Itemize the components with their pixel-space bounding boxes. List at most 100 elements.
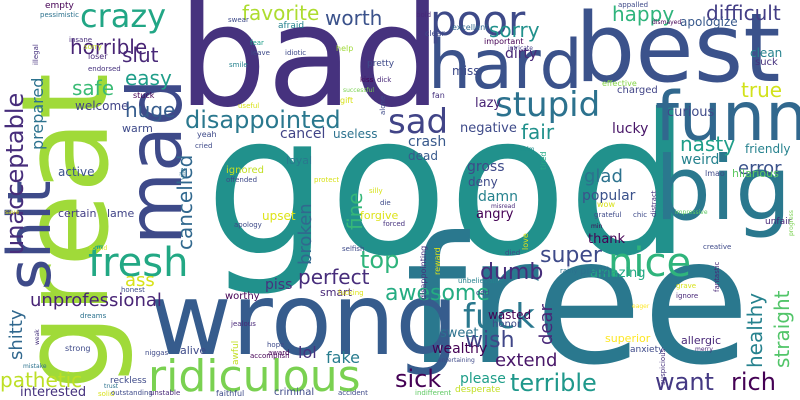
word-good: good [205, 72, 692, 299]
word-useful: useful [238, 102, 260, 110]
word-lucky: lucky [612, 121, 649, 137]
word-honor: honor [492, 319, 522, 330]
word-offended: offended [226, 176, 258, 184]
word-broken: broken [295, 203, 316, 265]
word-grateful: grateful [594, 211, 622, 219]
word-awful: awful [231, 340, 241, 365]
word-lazy: lazy [475, 96, 502, 111]
word-cried: cried [195, 142, 213, 150]
word-slut: slut [122, 43, 159, 67]
word-trust: trust [104, 383, 119, 390]
word-lol: lol [298, 343, 317, 362]
word-successful: successful [343, 87, 375, 94]
word-yeah: yeah [197, 130, 217, 139]
word-wow: wow [597, 200, 615, 209]
word-fuck: fuck [463, 297, 535, 337]
word-prepared: prepared [28, 77, 47, 150]
word-alive: alive [180, 344, 207, 357]
word-apology: apology [234, 221, 262, 229]
word-ignored: ignored [226, 165, 264, 176]
word-stupid: stupid [495, 85, 601, 125]
word-dumb: dumb [480, 260, 544, 285]
word-pretty: pretty [367, 59, 395, 69]
word-apologize: apologize [680, 15, 738, 29]
word-straight: straight [770, 290, 794, 368]
word-piss: piss [265, 277, 293, 293]
word-reward: reward [433, 247, 442, 275]
word-eager: eager [632, 303, 650, 310]
word-ridiculous: ridiculous [148, 351, 361, 400]
word-pathetic: pathetic [0, 368, 83, 392]
word-outstanding: outstanding [111, 389, 153, 397]
word-huge: huge [125, 98, 176, 122]
word-fresh: fresh [88, 240, 189, 286]
word-proud: proud [580, 266, 610, 277]
word-ignore: ignore [676, 292, 699, 300]
word-fear: fear [250, 39, 264, 47]
word-crazy: crazy [80, 0, 167, 35]
word-hilarious: hilarious [732, 167, 779, 180]
word-smile: smile [229, 61, 248, 69]
word-happy: happy [612, 2, 675, 26]
word-silly: silly [369, 187, 383, 195]
word-hope: hope [267, 341, 285, 349]
word-worthy: worthy [225, 291, 260, 302]
word-accomplish: accomplish [250, 352, 290, 360]
word-clear: clear [425, 29, 445, 38]
word-funny: funny [655, 78, 800, 157]
word-fake: fake [326, 348, 360, 367]
word-rich: rich [731, 368, 776, 396]
word-forced: forced [383, 220, 406, 228]
word-merry: merry [695, 346, 713, 353]
word-dismayed: dismayed [652, 19, 682, 26]
word-disappointed: disappointed [185, 106, 341, 134]
word-sad: sad [388, 102, 449, 142]
word-top: top [360, 246, 400, 274]
word-mistake: mistake [23, 363, 47, 370]
word-insane: insane [69, 36, 93, 44]
word-wealthy: wealthy [432, 341, 488, 357]
word-dick: dick [377, 76, 392, 84]
word-illegal: illegal [32, 44, 40, 65]
word-difficult: difficult [706, 1, 781, 25]
word-useless: useless [333, 127, 378, 141]
word-rainy: rainy [560, 267, 578, 275]
word-big: big [655, 137, 792, 240]
word-idiotic: idiotic [285, 49, 307, 57]
word-gift: gift [340, 96, 354, 105]
word-desperate: desperate [455, 385, 501, 395]
word-loser: loser [88, 52, 108, 61]
word-fair: fair [521, 120, 555, 144]
word-excellent: excellent [452, 23, 489, 32]
word-alone: alone [379, 95, 387, 115]
word-distract: distract [650, 190, 658, 217]
word-suspicious: suspicious [659, 348, 667, 385]
word-unbelievable: unbelievable [458, 277, 503, 285]
word-odd: odd [476, 289, 490, 297]
word-upset: upset [262, 209, 296, 223]
word-important: important [484, 37, 524, 46]
word-glad: glad [584, 166, 623, 187]
word-dear: dear [536, 304, 557, 345]
word-amazing: amazing [590, 266, 646, 281]
word-charged: charged [617, 85, 658, 96]
word-please: please [460, 371, 506, 387]
word-angry: angry [476, 207, 514, 222]
word-sound: sound [89, 245, 108, 252]
word-deny: deny [468, 175, 498, 189]
word-chic: chic [633, 211, 648, 219]
word-honest: honest [121, 286, 145, 294]
word-unstable: unstable [150, 389, 181, 397]
word-leave: leave [251, 49, 270, 57]
word-wasted: wasted [488, 308, 532, 322]
word-vile: vile [179, 167, 187, 180]
word-allergic: allergic [681, 334, 722, 347]
word-poor: poor [430, 0, 526, 45]
word-true: true [741, 78, 783, 102]
word-horrible: horrible [70, 35, 148, 59]
word-selfish: selfish [342, 245, 365, 253]
word-loyal: loyal [286, 154, 313, 167]
word-lmao: lmao [705, 169, 725, 178]
word-nasty: nasty [680, 132, 736, 156]
word-wrong: wrong [150, 261, 459, 378]
